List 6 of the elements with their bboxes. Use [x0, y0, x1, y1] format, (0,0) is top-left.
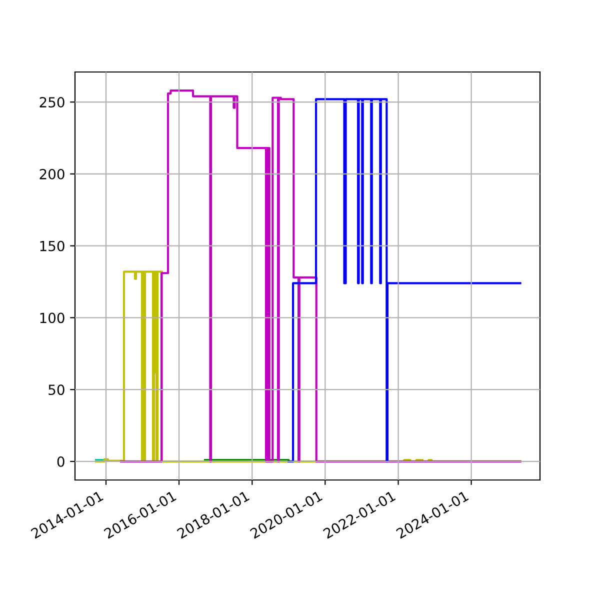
- y-tick-label: 100: [40, 312, 64, 324]
- y-tick-label: 50: [48, 384, 64, 396]
- y-tick-label: 150: [40, 240, 64, 252]
- y-tick-label: 250: [40, 97, 64, 108]
- y-tick-label: 200: [40, 168, 64, 180]
- y-tick-label: 0: [57, 456, 64, 467]
